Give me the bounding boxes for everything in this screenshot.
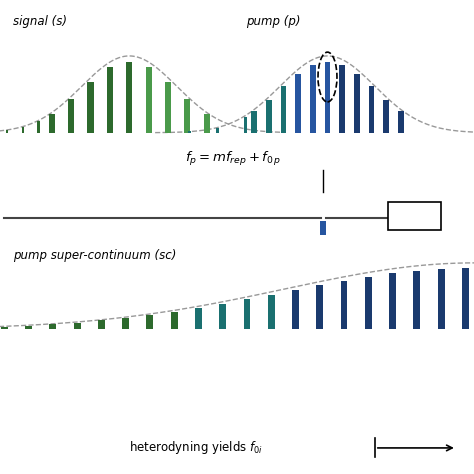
Bar (219, 304, 226, 329)
Bar (146, 67, 152, 133)
Bar (73, 322, 81, 329)
Bar (365, 277, 372, 329)
Text: signal (s): signal (s) (13, 15, 67, 28)
Bar (88, 82, 93, 133)
Bar (1, 327, 8, 329)
Bar (310, 65, 316, 133)
Bar (25, 326, 32, 329)
Bar (325, 62, 330, 133)
Bar (216, 128, 219, 133)
Bar (165, 82, 171, 133)
Bar (49, 324, 56, 329)
Bar (268, 295, 275, 329)
Bar (171, 312, 178, 329)
Bar (388, 202, 441, 230)
Bar (320, 221, 326, 235)
Bar (266, 100, 272, 133)
Bar (184, 99, 191, 133)
Bar (49, 114, 55, 133)
Bar (146, 315, 154, 329)
Text: f: f (412, 206, 417, 216)
Bar (122, 318, 129, 329)
Bar (6, 130, 9, 133)
Bar (354, 74, 360, 133)
Bar (251, 111, 257, 133)
Bar (68, 99, 74, 133)
Bar (281, 86, 286, 133)
Bar (369, 86, 374, 133)
Bar (341, 281, 347, 329)
Bar (204, 114, 210, 133)
Bar (107, 67, 113, 133)
Bar (413, 271, 420, 329)
Bar (389, 273, 396, 329)
Bar (383, 100, 389, 133)
Bar (316, 285, 323, 329)
Bar (37, 121, 40, 133)
Text: $f_p = mf_{rep} + f_{0\,p}$: $f_p = mf_{rep} + f_{0\,p}$ (185, 150, 282, 168)
Bar (244, 117, 247, 133)
Bar (22, 127, 24, 133)
Bar (292, 290, 299, 329)
Text: mi: mi (408, 217, 421, 227)
Bar (398, 111, 403, 133)
Bar (126, 62, 132, 133)
Bar (195, 308, 202, 329)
Bar (438, 269, 445, 329)
Text: heterodyning yields $f_{0i}$: heterodyning yields $f_{0i}$ (129, 439, 263, 456)
Text: pump (p): pump (p) (246, 15, 300, 28)
Bar (188, 131, 191, 133)
Bar (339, 65, 345, 133)
Bar (98, 320, 105, 329)
Bar (244, 300, 250, 329)
Text: pump super-continuum (sc): pump super-continuum (sc) (13, 248, 176, 262)
Bar (295, 74, 301, 133)
Bar (462, 268, 469, 329)
